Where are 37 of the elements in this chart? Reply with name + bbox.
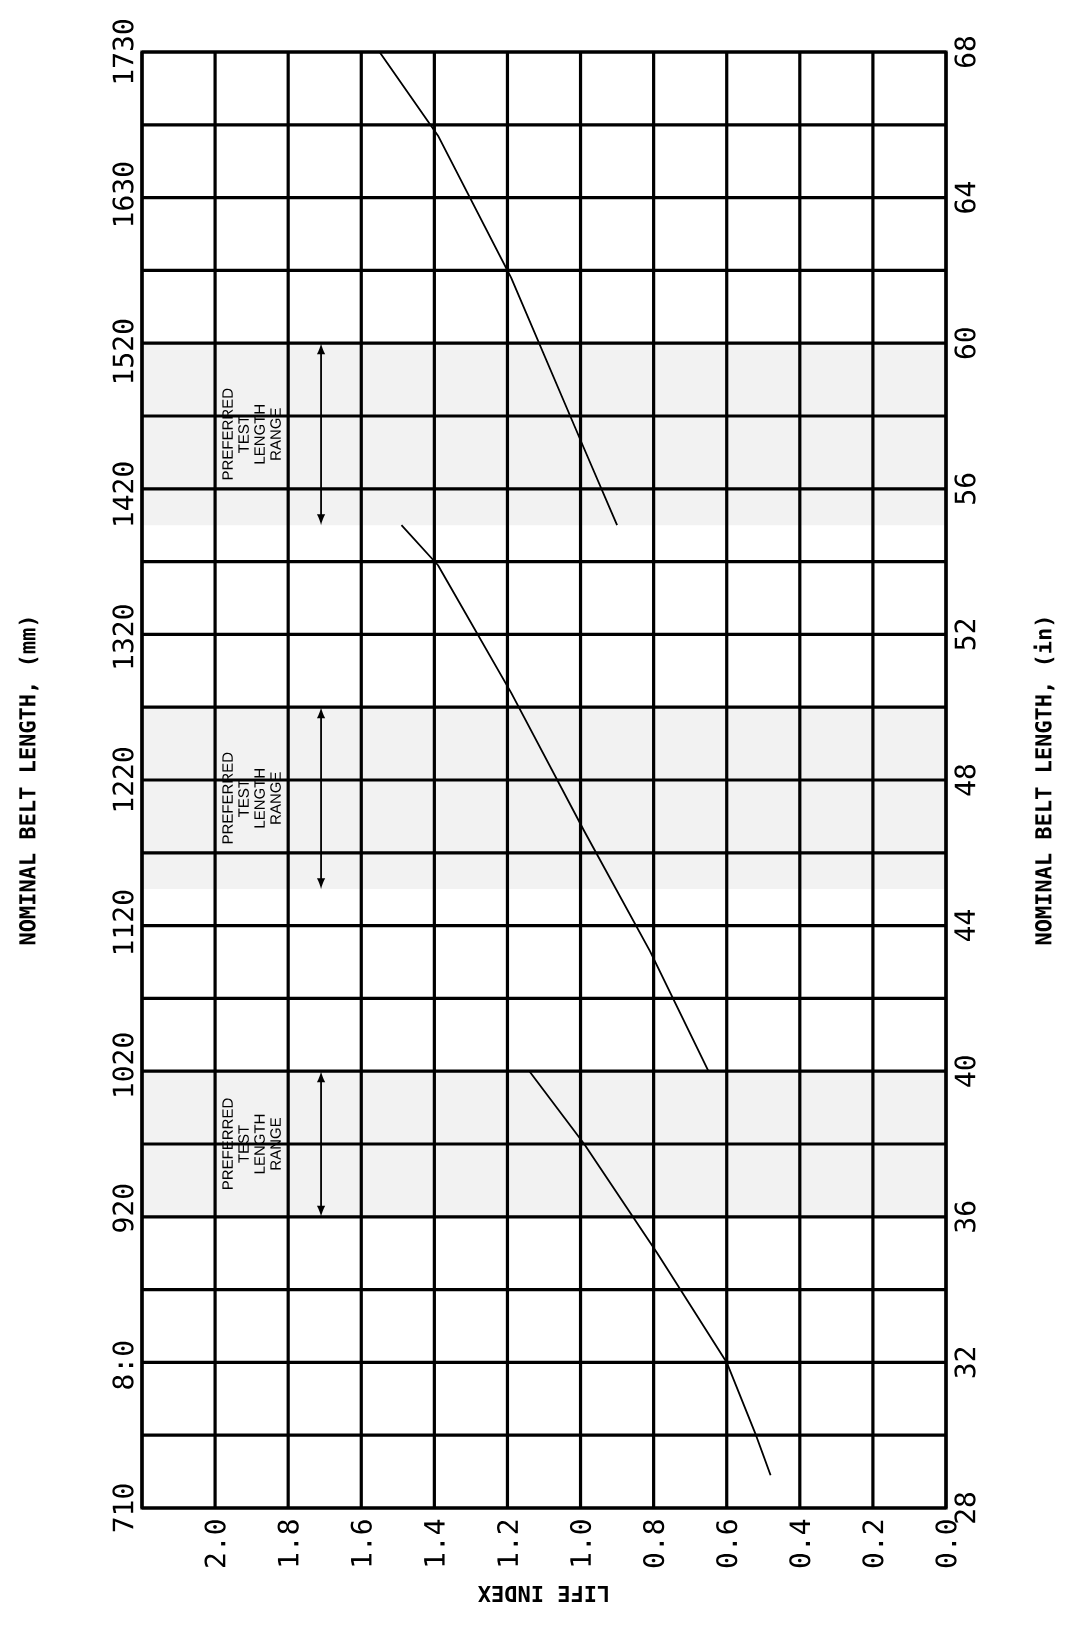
y2-axis-title: NOMINAL BELT LENGTH, (mm) bbox=[18, 618, 39, 945]
y-tick-label: 64 bbox=[954, 182, 976, 213]
x-tick-label: 1.8 bbox=[277, 1520, 299, 1566]
y-tick-label: 60 bbox=[954, 328, 976, 359]
x-tick-label: 0.6 bbox=[716, 1520, 738, 1568]
y2-tick-label: 1020 bbox=[112, 1033, 134, 1096]
y-tick-label: 68 bbox=[954, 36, 976, 68]
y2-tick-label: 1120 bbox=[112, 890, 134, 954]
y-tick-label: 48 bbox=[954, 764, 976, 796]
y2-tick-label: 8:0 bbox=[112, 1341, 134, 1389]
x-tick-label: 1.2 bbox=[497, 1520, 518, 1566]
y2-tick-label: 1420 bbox=[112, 462, 134, 525]
y-tick-label: 40 bbox=[954, 1056, 976, 1087]
y2-tick-label: 1320 bbox=[112, 605, 134, 668]
y2-tick-label: 920 bbox=[112, 1184, 134, 1232]
x-tick-label: 0.8 bbox=[643, 1520, 665, 1568]
x-axis-title: LIFE INDEX bbox=[478, 1586, 608, 1603]
y-tick-label: 56 bbox=[954, 473, 976, 504]
line-series bbox=[528, 1070, 772, 1477]
y-tick-label: 52 bbox=[954, 619, 976, 650]
y-tick-label: 32 bbox=[954, 1347, 976, 1378]
y2-tick-label: 710 bbox=[112, 1484, 134, 1532]
y-tick-label: 44 bbox=[954, 910, 975, 942]
x-tick-label: 1.6 bbox=[350, 1520, 372, 1566]
y2-tick-label: 1520 bbox=[112, 319, 134, 383]
y-tick-label: 36 bbox=[954, 1201, 976, 1232]
x-tick-label: 1.0 bbox=[569, 1520, 592, 1566]
y2-tick-label: 1220 bbox=[112, 748, 134, 811]
x-tick-label: 2.0 bbox=[204, 1520, 226, 1567]
x-tick-label: 0.4 bbox=[789, 1519, 811, 1568]
x-tick-label: 0.2 bbox=[862, 1520, 884, 1568]
x-tick-label: 1.4 bbox=[424, 1519, 445, 1566]
y2-tick-label: 1730 bbox=[112, 20, 134, 83]
line-series bbox=[400, 524, 710, 1073]
band-label: PREFERRED TEST LENGTH RANGE bbox=[222, 1098, 281, 1190]
y-axis-title: NOMINAL BELT LENGTH, (in) bbox=[1033, 618, 1055, 945]
y2-tick-label: 1630 bbox=[112, 162, 134, 226]
